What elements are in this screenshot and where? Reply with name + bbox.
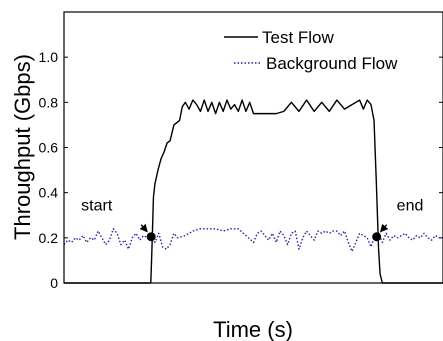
legend: Test Flow Background Flow: [224, 28, 398, 73]
y-axis-tick-labels: 0 0.2 0.4 0.6 0.8 1.0: [39, 49, 59, 291]
annotations: start end: [81, 198, 423, 242]
series-layer: [63, 99, 443, 284]
x-axis-title: Time (s): [213, 317, 293, 341]
end-label: end: [397, 198, 424, 215]
y-tick-label: 0.8: [39, 94, 59, 110]
series-line-background-flow: [63, 228, 443, 253]
end-arrow: [380, 223, 389, 233]
y-tick-label: 0: [50, 275, 58, 291]
series-line-test-flow: [64, 99, 443, 284]
y-tick-label: 0.4: [39, 185, 59, 201]
end-marker: [372, 232, 382, 242]
y-tick-label: 0.6: [39, 140, 59, 156]
start-marker: [146, 232, 156, 242]
start-label: start: [81, 198, 113, 215]
y-tick-label: 1.0: [39, 49, 59, 65]
y-axis-title: Throughput (Gbps): [10, 54, 35, 240]
legend-label-background-flow: Background Flow: [266, 54, 398, 73]
plot-frame: [63, 11, 443, 284]
start-arrow: [139, 223, 148, 233]
legend-label-test-flow: Test Flow: [262, 28, 335, 47]
y-tick-label: 0.2: [39, 230, 59, 246]
